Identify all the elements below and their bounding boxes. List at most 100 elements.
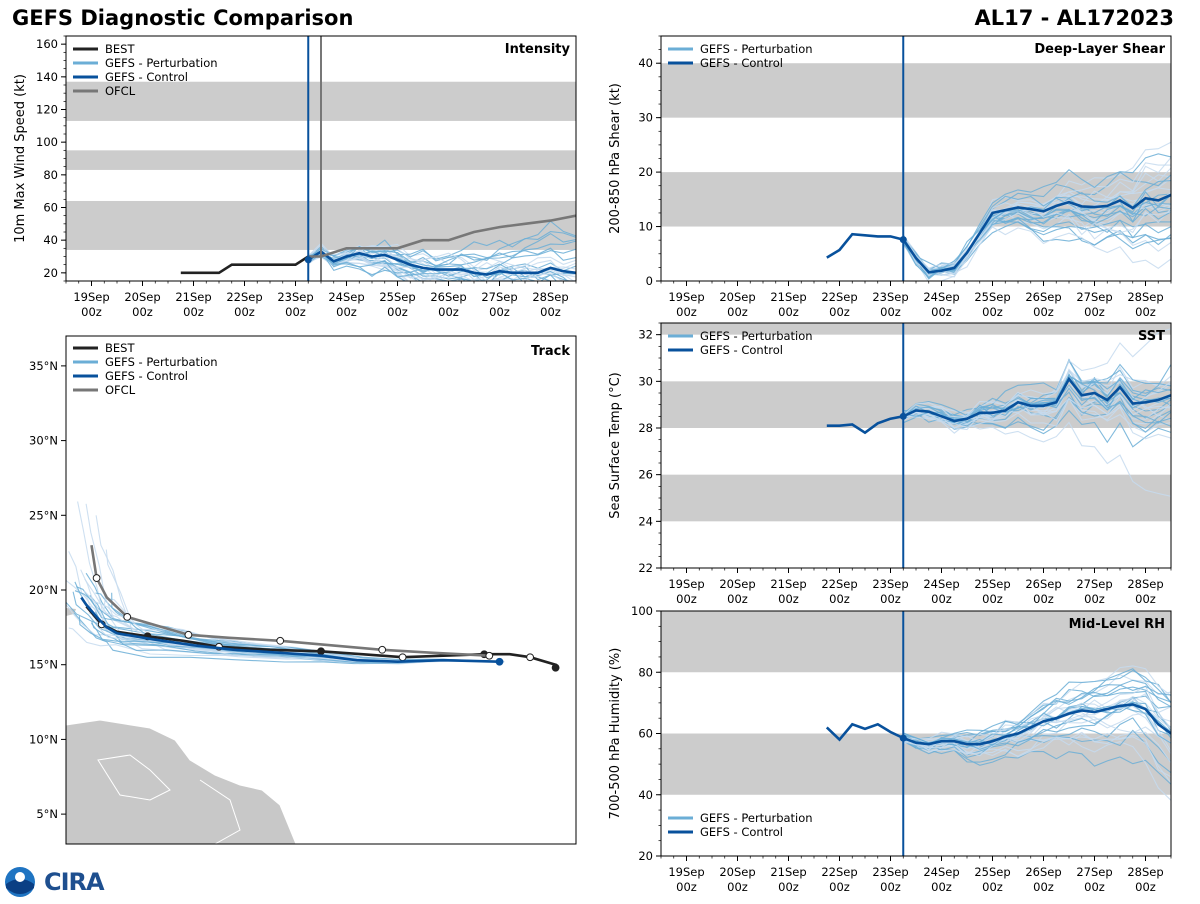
intensity-legend-label: OFCL: [105, 84, 136, 98]
sst-xtick-label-hour: 00z: [880, 592, 901, 606]
panel-sst: 22242628303219Sep00z20Sep00z21Sep00z22Se…: [608, 322, 1172, 606]
rh-ytick-label: 20: [638, 849, 653, 863]
rh-perturbation-line: [903, 704, 1171, 744]
panel-rh: 2040608010019Sep00z20Sep00z21Sep00z22Sep…: [608, 604, 1172, 894]
shear-perturbation-line: [902, 202, 1171, 276]
intensity-xtick-label-hour: 00z: [234, 305, 255, 319]
shear-perturbation-line: [902, 190, 1171, 279]
intensity-xtick-label-hour: 00z: [336, 305, 357, 319]
sst-perturbation-line: [902, 373, 1171, 417]
storm-id: AL17 - AL172023: [974, 6, 1175, 30]
shear-xtick-label-hour: 00z: [1135, 305, 1156, 319]
rh-plot-area: [661, 611, 1171, 801]
intensity-perturbation-line: [307, 245, 576, 278]
shear-title: Deep-Layer Shear: [1034, 42, 1165, 57]
cira-logo: CIRA: [4, 866, 114, 898]
track-perturbation-line: [73, 612, 498, 665]
shear-xtick-label-hour: 00z: [1033, 305, 1054, 319]
rh-xtick-label-hour: 00z: [676, 880, 697, 894]
south-america-land: [66, 719, 297, 844]
sst-legend-label: GEFS - Control: [700, 343, 783, 357]
sst-perturbation-line: [902, 359, 1171, 419]
shear-xtick-label-hour: 00z: [1084, 305, 1105, 319]
intensity-xtick-label: 25Sep: [379, 290, 415, 304]
track-best-marker: [551, 663, 560, 672]
shear-xtick-label: 25Sep: [974, 290, 1010, 304]
sst-title: SST: [1138, 329, 1165, 344]
intensity-xtick-label-hour: 00z: [438, 305, 459, 319]
track-best-marker: [317, 647, 325, 656]
intensity-perturbation-line: [308, 249, 576, 281]
shear-ytick-label: 40: [638, 56, 653, 70]
shear-plot-area: [661, 63, 1171, 281]
sst-xtick-label: 26Sep: [1025, 577, 1061, 591]
shear-perturbation-line: [902, 153, 1171, 270]
rh-xtick-label: 27Sep: [1076, 865, 1112, 879]
sst-perturbation-line: [903, 395, 1171, 421]
sst-xtick-label: 23Sep: [872, 577, 908, 591]
intensity-perturbation-line: [308, 240, 576, 274]
rh-perturbation-line: [903, 731, 1171, 784]
panel-track: 5°N10°N15°N20°N25°N30°N35°NTrackBESTGEFS…: [29, 335, 577, 845]
intensity-xtick-label-hour: 00z: [387, 305, 408, 319]
intensity-gefs-control-line: [307, 250, 576, 276]
track-ofcl-marker: [184, 630, 193, 639]
country-border: [97, 754, 171, 801]
shear-xtick-label: 26Sep: [1025, 290, 1061, 304]
sst-init-point: [899, 412, 907, 420]
track-lat-label: 5°N: [36, 807, 58, 821]
intensity-xtick-label: 27Sep: [481, 290, 517, 304]
track-lat-label: 10°N: [29, 732, 58, 746]
rh-legend-label: GEFS - Perturbation: [700, 811, 813, 825]
intensity-xtick-label: 28Sep: [532, 290, 568, 304]
rh-xtick-label: 20Sep: [719, 865, 755, 879]
track-ofcl-line: [90, 545, 490, 657]
track-legend-label: GEFS - Perturbation: [105, 355, 218, 369]
intensity-xtick-label: 23Sep: [277, 290, 313, 304]
sst-ytick-label: 24: [638, 514, 653, 528]
track-ofcl-marker: [485, 651, 494, 660]
intensity-xtick-label: 19Sep: [73, 290, 109, 304]
intensity-xtick-label: 22Sep: [226, 290, 262, 304]
intensity-xtick-label: 26Sep: [430, 290, 466, 304]
sst-ytick-label: 28: [638, 421, 653, 435]
intensity-ytick-label: 120: [36, 103, 58, 117]
sst-xtick-label: 20Sep: [719, 577, 755, 591]
rh-xtick-label: 22Sep: [821, 865, 857, 879]
sst-xtick-label-hour: 00z: [1135, 592, 1156, 606]
shear-xtick-label-hour: 00z: [931, 305, 952, 319]
sst-xtick-label-hour: 00z: [727, 592, 748, 606]
sst-xtick-label-hour: 00z: [1084, 592, 1105, 606]
sst-ytick-label: 30: [638, 374, 653, 388]
shear-xtick-label: 23Sep: [872, 290, 908, 304]
intensity-ytick-label: 100: [36, 135, 58, 149]
intensity-best-line: [180, 255, 310, 275]
shear-ytick-label: 10: [638, 220, 653, 234]
shear-xtick-label: 21Sep: [770, 290, 806, 304]
sst-xtick-label: 21Sep: [770, 577, 806, 591]
track-lat-label: 35°N: [29, 359, 58, 373]
sst-xtick-label: 24Sep: [923, 577, 959, 591]
sst-legend-label: GEFS - Perturbation: [700, 329, 813, 343]
sst-ytick-label: 22: [638, 561, 653, 575]
shear-xtick-label: 27Sep: [1076, 290, 1112, 304]
intensity-xtick-label-hour: 00z: [489, 305, 510, 319]
intensity-ytick-label: 160: [36, 37, 58, 51]
intensity-perturbation-line: [308, 255, 407, 281]
rh-title: Mid-Level RH: [1069, 617, 1165, 632]
rh-band-1: [661, 611, 1171, 673]
rh-xtick-label-hour: 00z: [1135, 880, 1156, 894]
track-lat-label: 30°N: [29, 434, 58, 448]
noaa-logo-icon: [5, 867, 35, 897]
sst-ytick-label: 26: [638, 468, 653, 482]
sst-perturbation-line: [903, 397, 1171, 440]
sst-xtick-label-hour: 00z: [829, 592, 850, 606]
track-ofcl-marker: [378, 645, 387, 654]
sst-plot-area: [661, 323, 1171, 522]
rh-xtick-label-hour: 00z: [1084, 880, 1105, 894]
sst-xtick-label: 19Sep: [668, 577, 704, 591]
intensity-xtick-label-hour: 00z: [285, 305, 306, 319]
sst-xtick-label-hour: 00z: [931, 592, 952, 606]
rh-ytick-label: 60: [638, 727, 653, 741]
